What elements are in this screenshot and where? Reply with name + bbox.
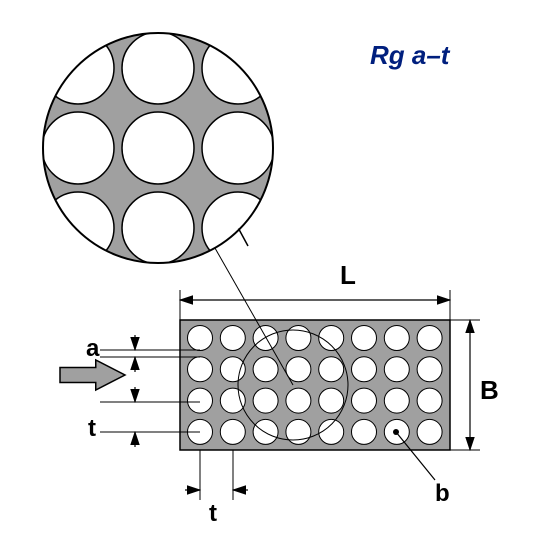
- magnifier-detail: [0, 31, 354, 265]
- diagram-container: Rg a–t L B a t t b: [0, 0, 550, 550]
- dim-label-B: B: [480, 375, 499, 406]
- diagram-svg: [0, 0, 550, 550]
- dim-label-b: b: [435, 480, 450, 508]
- perforated-plate: [180, 320, 450, 450]
- dim-label-a: a: [86, 335, 99, 363]
- direction-arrow: [60, 360, 125, 390]
- dim-label-t-left: t: [88, 415, 96, 443]
- dim-label-t-bottom: t: [209, 500, 217, 528]
- title-label: Rg a–t: [370, 40, 449, 71]
- dim-label-L: L: [340, 260, 356, 291]
